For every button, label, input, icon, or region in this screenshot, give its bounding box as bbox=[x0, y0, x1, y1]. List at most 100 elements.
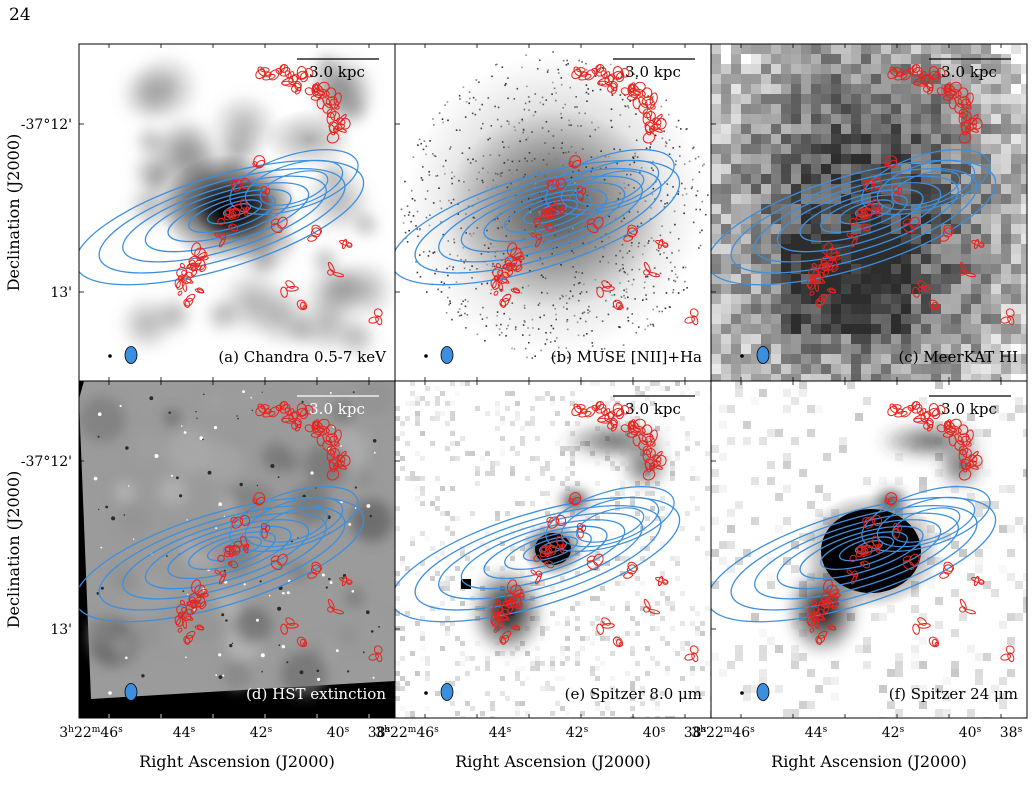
halpha-contour bbox=[504, 255, 518, 267]
radio-contour bbox=[711, 159, 997, 286]
halpha-contour bbox=[294, 82, 302, 91]
halpha-contour bbox=[255, 68, 266, 80]
halpha-contour bbox=[849, 217, 857, 226]
halpha-contour bbox=[817, 615, 826, 621]
halpha-contour bbox=[214, 232, 220, 238]
halpha-contour bbox=[612, 299, 624, 311]
halpha-contour bbox=[334, 460, 345, 468]
halpha-contour bbox=[806, 615, 813, 626]
x-tick-label: 42s bbox=[882, 725, 905, 741]
radio-contour bbox=[244, 159, 344, 211]
halpha-contour bbox=[185, 630, 196, 639]
x-tick-label: 38s bbox=[1000, 725, 1023, 741]
halpha-contour bbox=[326, 449, 336, 462]
halpha-contour bbox=[865, 540, 875, 549]
halpha-contour bbox=[239, 177, 251, 190]
halpha-contour bbox=[615, 409, 625, 420]
radio-contour bbox=[438, 512, 643, 600]
halpha-contour bbox=[270, 218, 280, 225]
halpha-contour bbox=[860, 224, 865, 229]
beam-ellipse bbox=[756, 346, 770, 364]
x-tick-label: 40s bbox=[959, 725, 982, 741]
halpha-contour bbox=[892, 185, 900, 193]
halpha-contour bbox=[1005, 308, 1015, 318]
radio-contour bbox=[206, 199, 263, 225]
halpha-contour bbox=[230, 179, 238, 186]
halpha-contour bbox=[299, 72, 309, 83]
halpha-contour bbox=[285, 280, 295, 289]
halpha-contour bbox=[862, 516, 870, 523]
radio-contour bbox=[820, 531, 908, 571]
halpha-contour bbox=[894, 73, 908, 81]
scale-bar-label: 3.0 kpc bbox=[625, 63, 681, 81]
halpha-contour bbox=[285, 617, 295, 626]
halpha-contour bbox=[817, 608, 826, 615]
x-tick-label: 44s bbox=[805, 725, 828, 741]
halpha-contour bbox=[299, 409, 309, 420]
halpha-contour bbox=[175, 279, 185, 290]
halpha-contour bbox=[629, 87, 636, 96]
halpha-contour bbox=[657, 238, 664, 250]
halpha-contour bbox=[902, 218, 912, 225]
halpha-contour bbox=[851, 570, 859, 578]
halpha-contour bbox=[368, 316, 380, 324]
halpha-contour bbox=[327, 598, 335, 610]
halpha-contour bbox=[885, 492, 898, 505]
halpha-contour bbox=[959, 261, 967, 273]
radio-contour bbox=[545, 149, 675, 215]
halpha-contour bbox=[255, 405, 266, 417]
halpha-contour bbox=[294, 86, 302, 95]
radio-contour bbox=[414, 167, 662, 274]
halpha-contour bbox=[546, 179, 554, 186]
halpha-contour bbox=[887, 159, 897, 169]
halpha-contour bbox=[332, 272, 344, 278]
halpha-contour bbox=[544, 224, 549, 229]
halpha-contour bbox=[958, 131, 972, 144]
halpha-contour bbox=[610, 423, 618, 432]
halpha-contour bbox=[576, 185, 584, 193]
halpha-contour bbox=[942, 94, 954, 101]
radio-contour bbox=[754, 512, 959, 600]
halpha-contour bbox=[326, 131, 340, 144]
halpha-contour bbox=[815, 636, 823, 645]
halpha-contour bbox=[612, 66, 624, 79]
halpha-contour bbox=[187, 600, 201, 608]
radio-contour bbox=[861, 149, 991, 215]
halpha-contour bbox=[497, 278, 503, 292]
halpha-contour bbox=[503, 600, 517, 608]
halpha-contour bbox=[1000, 653, 1012, 661]
halpha-contour bbox=[175, 616, 185, 627]
halpha-contour bbox=[826, 288, 837, 294]
halpha-contour bbox=[217, 554, 225, 563]
halpha-contour bbox=[964, 272, 976, 278]
halpha-contour bbox=[894, 410, 908, 418]
halpha-contour bbox=[270, 560, 283, 571]
halpha-contour bbox=[326, 112, 336, 125]
radio-contour bbox=[460, 519, 626, 590]
halpha-contour bbox=[560, 543, 566, 551]
halpha-contour bbox=[530, 232, 536, 238]
radio-contour bbox=[122, 175, 327, 263]
halpha-contour bbox=[945, 87, 952, 96]
halpha-contour bbox=[913, 80, 928, 87]
halpha-contour bbox=[316, 434, 325, 447]
halpha-contour bbox=[228, 224, 233, 229]
halpha-contour bbox=[275, 67, 283, 75]
halpha-contour bbox=[560, 206, 566, 214]
halpha-contour bbox=[326, 108, 337, 119]
x-axis-label: Right Ascension (J2000) bbox=[139, 752, 335, 771]
halpha-contour bbox=[902, 560, 915, 571]
halpha-contour bbox=[851, 233, 859, 241]
halpha-contour bbox=[627, 421, 640, 435]
panel-label: (a) Chandra 0.5-7 keV bbox=[218, 348, 387, 366]
radio-contour bbox=[876, 159, 976, 211]
halpha-contour bbox=[339, 239, 353, 247]
halpha-contour bbox=[373, 645, 383, 655]
halpha-contour bbox=[684, 316, 696, 324]
halpha-contour bbox=[260, 185, 268, 193]
halpha-contour bbox=[643, 261, 651, 273]
halpha-contour bbox=[820, 255, 834, 267]
radio-contour bbox=[820, 194, 908, 234]
halpha-contour bbox=[809, 274, 818, 280]
halpha-contour bbox=[490, 615, 497, 626]
